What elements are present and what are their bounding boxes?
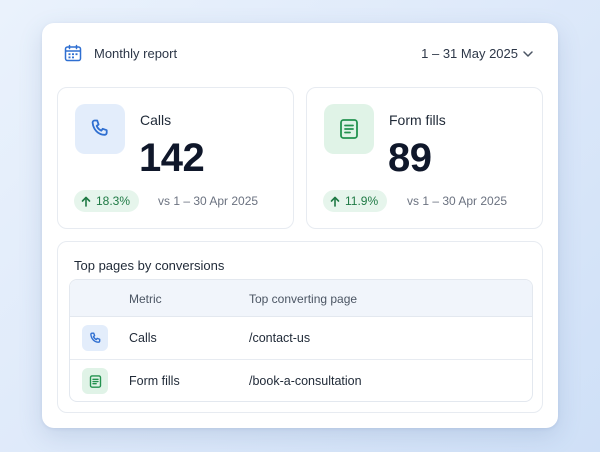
calls-label: Calls xyxy=(140,112,172,128)
calendar-icon xyxy=(64,44,82,62)
calls-change-badge: 18.3% xyxy=(74,190,140,212)
phone-icon xyxy=(89,332,100,343)
date-range-selector[interactable]: 1 – 31 May 2025 xyxy=(421,46,518,61)
table-row[interactable]: Form fills /book-a-consultation xyxy=(70,360,532,401)
calls-stat-card: Calls 142 18.3% vs 1 – 30 Apr 2025 xyxy=(57,87,294,229)
top-pages-table: Metric Top converting page Calls /contac… xyxy=(69,279,533,402)
arrow-up-icon xyxy=(81,196,91,207)
column-header-metric: Metric xyxy=(129,292,162,306)
row-page-link[interactable]: /contact-us xyxy=(249,331,311,345)
table-header: Metric Top converting page xyxy=(70,280,532,317)
chevron-down-icon[interactable] xyxy=(522,49,534,59)
calls-value: 142 xyxy=(139,136,205,180)
top-pages-panel: Top pages by conversions Metric Top conv… xyxy=(57,241,543,413)
form-icon xyxy=(89,374,101,388)
row-metric: Calls xyxy=(129,331,157,345)
row-icon-tile xyxy=(82,325,108,351)
phone-icon xyxy=(91,119,108,136)
form-fills-label: Form fills xyxy=(389,112,446,128)
form-icon xyxy=(340,119,358,139)
form-fills-change-badge: 11.9% xyxy=(323,190,388,212)
report-header: Monthly report 1 – 31 May 2025 xyxy=(42,23,558,85)
row-metric: Form fills xyxy=(129,374,180,388)
form-fills-stat-card: Form fills 89 11.9% vs 1 – 30 Apr 2025 xyxy=(306,87,543,229)
monthly-report-card: Monthly report 1 – 31 May 2025 Calls 142… xyxy=(42,23,558,428)
row-page-link[interactable]: /book-a-consultation xyxy=(249,374,362,388)
calls-icon-tile xyxy=(75,104,125,154)
form-fills-comparison: vs 1 – 30 Apr 2025 xyxy=(407,194,508,208)
table-row[interactable]: Calls /contact-us xyxy=(70,317,532,360)
calls-comparison: vs 1 – 30 Apr 2025 xyxy=(158,194,259,208)
row-icon-tile xyxy=(82,368,108,394)
arrow-up-icon xyxy=(330,196,340,207)
column-header-top-page: Top converting page xyxy=(249,292,358,306)
form-fills-value: 89 xyxy=(388,136,432,180)
form-fills-change-value: 11.9% xyxy=(345,194,379,208)
form-fills-icon-tile xyxy=(324,104,374,154)
report-title: Monthly report xyxy=(94,46,178,61)
calls-change-value: 18.3% xyxy=(96,194,131,208)
top-pages-title: Top pages by conversions xyxy=(74,258,225,273)
